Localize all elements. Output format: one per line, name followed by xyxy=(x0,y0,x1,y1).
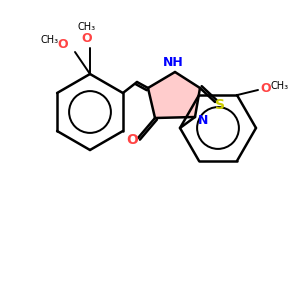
Text: N: N xyxy=(198,113,208,127)
Polygon shape xyxy=(148,72,200,118)
Text: O: O xyxy=(58,38,68,52)
Text: CH₃: CH₃ xyxy=(41,35,59,45)
Text: O: O xyxy=(126,133,138,147)
Text: O: O xyxy=(82,32,92,46)
Text: CH₃: CH₃ xyxy=(271,81,289,91)
Text: O: O xyxy=(261,82,271,94)
Text: CH₃: CH₃ xyxy=(78,22,96,32)
Text: NH: NH xyxy=(163,56,183,68)
Text: S: S xyxy=(215,98,225,112)
